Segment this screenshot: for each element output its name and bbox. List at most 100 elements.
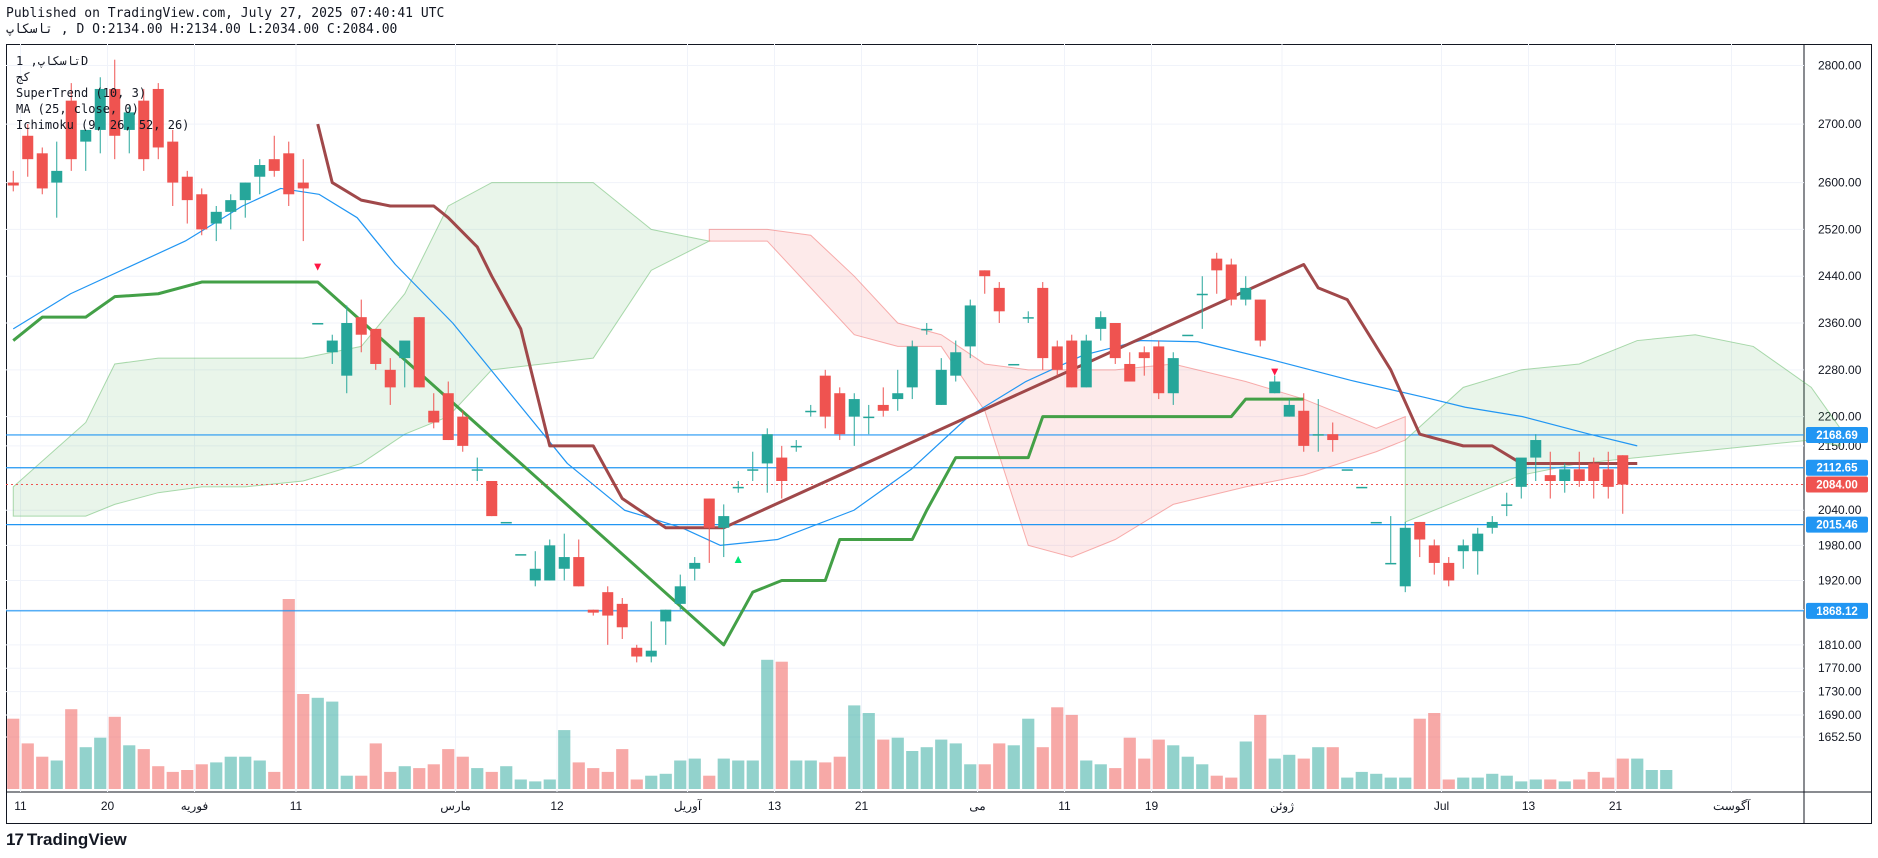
candle-body xyxy=(805,410,817,413)
volume-bar xyxy=(688,758,701,789)
volume-bar xyxy=(1457,777,1470,789)
volume-bar xyxy=(123,745,136,789)
volume-bar xyxy=(384,771,397,789)
volume-bar xyxy=(1152,739,1165,789)
x-tick-label: 12 xyxy=(550,799,564,813)
supertrend-down-line xyxy=(316,123,1638,530)
volume-bar xyxy=(1181,756,1194,789)
volume-bar xyxy=(1384,777,1397,789)
x-tick-label: Jul xyxy=(1434,799,1449,813)
volume-bar xyxy=(485,771,498,789)
candle-body xyxy=(486,480,498,517)
volume-bar xyxy=(819,762,832,789)
volume-bar xyxy=(471,768,484,789)
volume-bar xyxy=(1544,779,1557,789)
chart-area[interactable]: 2800.00 2700.00 2600.00 2520.00 2440.00 2360.… xyxy=(6,44,1872,824)
volume-bar xyxy=(543,779,556,789)
legend-ichimoku[interactable]: Ichimoku (9, 26, 52, 26) xyxy=(16,118,190,132)
x-tick-label: 11 xyxy=(1058,799,1071,813)
volume-bar xyxy=(181,770,194,789)
volume-bar xyxy=(630,779,643,789)
volume-bar xyxy=(848,705,861,789)
level-price-label: 2112.65 xyxy=(1817,463,1859,475)
volume-bar xyxy=(732,760,745,789)
volume-bar xyxy=(877,739,890,789)
volume-bar xyxy=(1573,779,1586,789)
x-tick-label: 21 xyxy=(1609,799,1623,813)
y-tick-label: 1980.00 xyxy=(1818,538,1862,552)
volume-bar xyxy=(108,716,121,789)
candle-body xyxy=(544,545,556,581)
candle-body xyxy=(65,100,77,160)
volume-bar xyxy=(1341,777,1354,789)
volume-bar xyxy=(166,771,179,789)
candle-body xyxy=(703,498,715,528)
y-tick-label: 2360.00 xyxy=(1818,316,1862,330)
volume-bar xyxy=(1515,781,1528,789)
legend-ma[interactable]: MA (25, close, 0) xyxy=(16,102,139,116)
legend-symbol: تاسکاپ, 1D xyxy=(16,54,89,68)
buy-signal-icon: ▲ xyxy=(732,552,744,566)
volume-bar xyxy=(1109,768,1122,789)
supertrend-up-line xyxy=(12,280,1304,647)
volume-bar xyxy=(94,737,107,789)
volume-bar xyxy=(442,749,455,789)
candle-body xyxy=(1399,527,1411,587)
volume-bar xyxy=(529,781,542,789)
candle-body xyxy=(761,434,773,464)
x-tick-label: آوریل xyxy=(674,798,702,813)
candle-body xyxy=(558,557,570,569)
candle-body xyxy=(1225,264,1237,300)
volume-bar xyxy=(65,709,78,789)
candle-body xyxy=(1559,469,1571,481)
brand-name: TradingView xyxy=(26,830,127,849)
volume-bar xyxy=(1254,714,1267,789)
candle-body xyxy=(1022,317,1034,319)
candle-body xyxy=(1240,287,1252,300)
volume-bar xyxy=(1602,777,1615,789)
volume-bar xyxy=(920,747,933,789)
volume-bar xyxy=(1123,737,1136,789)
candle-body xyxy=(587,609,599,613)
x-tick-label: 13 xyxy=(768,799,782,813)
y-tick-label: 2280.00 xyxy=(1818,363,1862,377)
volume-bar xyxy=(978,764,991,789)
volume-bar xyxy=(152,766,165,789)
level-price-label: 2168.69 xyxy=(1816,430,1858,442)
candle-body xyxy=(718,516,730,528)
candle-body xyxy=(660,609,672,622)
level-price-badge xyxy=(1806,602,1868,619)
candle-body xyxy=(616,603,628,628)
x-tick-label: 20 xyxy=(101,799,115,813)
candle-body xyxy=(993,287,1005,312)
price-chart[interactable]: 2800.00 2700.00 2600.00 2520.00 2440.00 2360.… xyxy=(6,44,1872,824)
volume-bar xyxy=(1616,758,1629,789)
volume-bar xyxy=(1399,777,1412,789)
candle-body xyxy=(326,340,338,353)
volume-bar xyxy=(253,760,266,789)
candle-body xyxy=(645,650,657,657)
candle-body xyxy=(1008,363,1020,366)
ichimoku-cloud-bearish xyxy=(708,228,1406,558)
volume-bar xyxy=(1239,741,1252,789)
legend-supertrend[interactable]: SuperTrend (10, 3) xyxy=(16,86,147,100)
volume-bar xyxy=(964,764,977,789)
candle-body xyxy=(1617,455,1629,485)
tradingview-logo[interactable]: 17 TradingView xyxy=(6,830,127,850)
volume-bar xyxy=(746,760,759,789)
candle-body xyxy=(109,88,121,136)
volume-bar xyxy=(935,739,948,789)
candle-body xyxy=(1167,358,1179,394)
candle-body xyxy=(1341,469,1353,471)
volume-bar xyxy=(1645,770,1658,789)
candle-body xyxy=(950,352,962,376)
level-price-label: 1868.12 xyxy=(1816,606,1858,618)
volume-bar xyxy=(949,743,962,789)
candle-body xyxy=(1443,562,1455,581)
volume-bar xyxy=(1065,714,1078,789)
volume-bar xyxy=(1631,758,1644,789)
candle-body xyxy=(1414,521,1426,540)
volume-bar xyxy=(1297,758,1310,789)
candle-body xyxy=(80,129,92,142)
candle-body xyxy=(471,469,483,471)
